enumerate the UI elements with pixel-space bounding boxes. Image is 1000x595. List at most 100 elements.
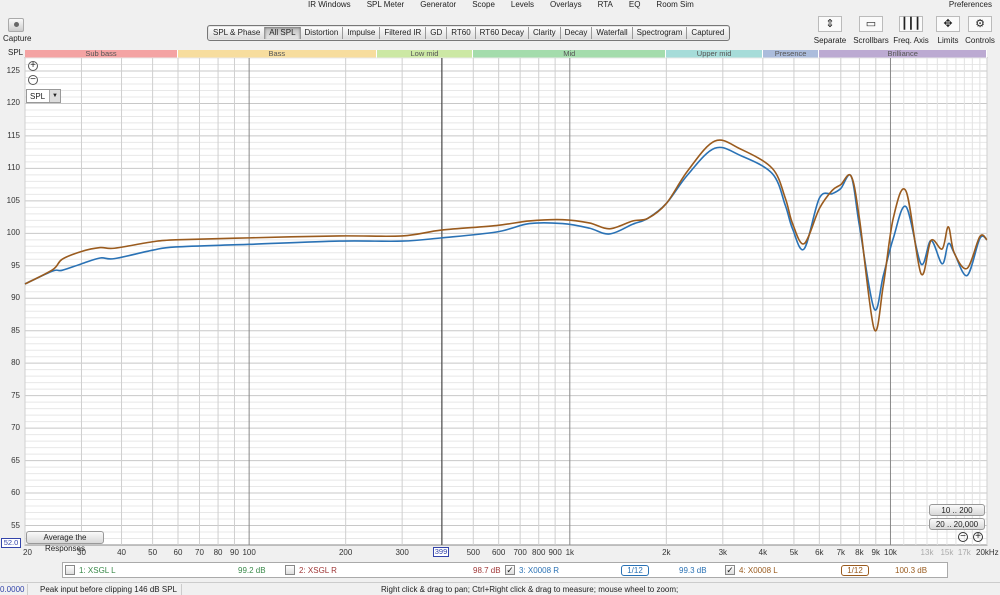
y-tick-label: 100 xyxy=(6,228,20,238)
legend-checkbox-1[interactable] xyxy=(65,565,75,575)
chevron-down-icon: ▼ xyxy=(49,90,60,102)
range-20-20000-button[interactable]: 20 .. 20,000 xyxy=(929,518,985,530)
top-menu: IR Windows SPL Meter Generator Scope Levels O… xyxy=(300,0,702,10)
menu-item-generator[interactable]: Generator xyxy=(420,0,457,9)
x-tick-label: 200 xyxy=(338,548,353,557)
y-tick-label: 75 xyxy=(11,390,20,400)
freq-axis-icon: ┃┃┃ xyxy=(899,16,923,32)
band-mid: Mid xyxy=(473,50,667,58)
band-sub-bass: Sub bass xyxy=(25,50,178,58)
x-tick-label: 800 xyxy=(532,548,546,557)
legend-value-3: 99.3 dB xyxy=(679,566,707,575)
separate-button[interactable]: ⇕ Separate xyxy=(810,16,850,45)
x-tick-label: 30 xyxy=(77,548,86,557)
zoom-in-icon[interactable]: + xyxy=(973,532,983,542)
band-upper-mid: Upper mid xyxy=(666,50,763,58)
zoom-out-icon[interactable]: − xyxy=(28,75,38,85)
x-tick-label: 7k xyxy=(836,548,846,557)
menu-item-ir-windows[interactable]: IR Windows xyxy=(308,0,351,9)
status-hint: Right click & drag to pan; Ctrl+Right cl… xyxy=(381,585,679,594)
smoothing-button-3[interactable]: 1/12 xyxy=(621,565,649,576)
x-tick-label: 40 xyxy=(117,548,126,557)
tool-label: Freq. Axis xyxy=(893,36,929,45)
measure-select-value: SPL xyxy=(30,92,46,101)
graph-tabs: SPL & Phase All SPL Distortion Impulse Filte… xyxy=(207,25,731,41)
average-responses-button[interactable]: Average the Responses xyxy=(26,531,104,553)
legend-label-4: 4: X0008 L xyxy=(739,566,778,575)
tab-waterfall[interactable]: Waterfall xyxy=(592,27,633,39)
menu-item-spl-meter[interactable]: SPL Meter xyxy=(366,0,405,9)
band-presence: Presence xyxy=(762,50,820,58)
tab-filtered-ir[interactable]: Filtered IR xyxy=(380,27,427,39)
capture-button[interactable]: Capture xyxy=(3,18,32,43)
x-tick-label: 10k xyxy=(884,548,897,557)
limits-icon: ✥ xyxy=(936,16,960,32)
y-tick-label: 120 xyxy=(6,98,20,108)
range-10-200-button[interactable]: 10 .. 200 xyxy=(929,504,985,516)
y-tick-label: 90 xyxy=(11,293,20,303)
tool-label: Limits xyxy=(937,36,959,45)
tab-captured[interactable]: Captured xyxy=(687,27,729,39)
x-tick-label: 15k xyxy=(940,548,954,557)
x-tick-label: 8k xyxy=(855,548,864,557)
tab-clarity[interactable]: Clarity xyxy=(529,27,561,39)
legend-label-2: 2: XSGL R xyxy=(299,566,337,575)
zoom-in-icon[interactable]: + xyxy=(28,61,38,71)
legend-value-2: 98.7 dB xyxy=(473,566,501,575)
x-tick-label: 100 xyxy=(242,548,256,557)
cursor-y-readout: 52.0 xyxy=(1,538,21,548)
tab-all-spl[interactable]: All SPL xyxy=(265,27,301,39)
x-tick-label: 17k xyxy=(957,548,971,557)
tool-label: Controls xyxy=(965,36,995,45)
x-tick-label: 2k xyxy=(662,548,671,557)
legend-label-1: 1: XSGL L xyxy=(79,566,116,575)
legend-checkbox-4[interactable]: ✓ xyxy=(725,565,735,575)
tab-gd[interactable]: GD xyxy=(426,27,448,39)
legend-label-3: 3: X0008 R xyxy=(519,566,560,575)
menu-item-eq[interactable]: EQ xyxy=(628,0,641,9)
preferences-menu[interactable]: Preferences xyxy=(948,0,992,9)
tab-decay[interactable]: Decay xyxy=(560,27,593,39)
x-tick-label: 300 xyxy=(395,548,409,557)
controls-button[interactable]: ⚙ Controls xyxy=(960,16,1000,45)
x-tick-label: 3k xyxy=(718,548,728,557)
legend: 1: XSGL L 99.2 dB 2: XSGL R 98.7 dB ✓ 3:… xyxy=(62,562,948,578)
status-bar: 0.0000 Peak input before clipping 146 dB… xyxy=(0,582,1000,595)
limits-button[interactable]: ✥ Limits xyxy=(928,16,968,45)
capture-label: Capture xyxy=(3,34,32,43)
tab-rt60-decay[interactable]: RT60 Decay xyxy=(475,27,529,39)
tab-spectrogram[interactable]: Spectrogram xyxy=(632,27,688,39)
tab-impulse[interactable]: Impulse xyxy=(343,27,381,39)
legend-value-4: 100.3 dB xyxy=(895,566,928,575)
tab-rt60[interactable]: RT60 xyxy=(447,27,476,39)
x-tick-label: 500 xyxy=(466,548,480,557)
tab-distortion[interactable]: Distortion xyxy=(300,27,344,39)
tab-spl-phase[interactable]: SPL & Phase xyxy=(209,27,266,39)
zoom-out-icon[interactable]: − xyxy=(958,532,968,542)
measure-select[interactable]: SPL ▼ xyxy=(26,89,61,103)
tool-label: Scrollbars xyxy=(853,36,889,45)
freq-axis-button[interactable]: ┃┃┃ Freq. Axis xyxy=(891,16,931,45)
menu-item-scope[interactable]: Scope xyxy=(472,0,495,9)
tool-label: Separate xyxy=(813,36,847,45)
scrollbars-button[interactable]: ▭ Scrollbars xyxy=(851,16,891,45)
legend-checkbox-3[interactable]: ✓ xyxy=(505,565,515,575)
series-line-4 xyxy=(24,139,988,332)
x-tick-label: 6k xyxy=(815,548,824,557)
x-tick-label: 20kHz xyxy=(976,548,999,557)
menu-item-room-sim[interactable]: Room Sim xyxy=(656,0,694,9)
menu-item-levels[interactable]: Levels xyxy=(510,0,535,9)
x-tick-label: 80 xyxy=(213,548,223,557)
y-tick-label: 115 xyxy=(7,130,20,140)
x-tick-label: 20 xyxy=(23,548,32,557)
menu-item-overlays[interactable]: Overlays xyxy=(550,0,582,9)
menu-item-rta[interactable]: RTA xyxy=(597,0,613,9)
legend-checkbox-2[interactable] xyxy=(285,565,295,575)
camera-icon xyxy=(8,18,24,32)
legend-value-1: 99.2 dB xyxy=(238,566,266,575)
smoothing-button-4[interactable]: 1/12 xyxy=(841,565,869,576)
x-tick-label: 900 xyxy=(548,548,562,557)
y-tick-label: 125 xyxy=(6,65,20,75)
status-left-value: 0.0000 xyxy=(0,584,29,595)
